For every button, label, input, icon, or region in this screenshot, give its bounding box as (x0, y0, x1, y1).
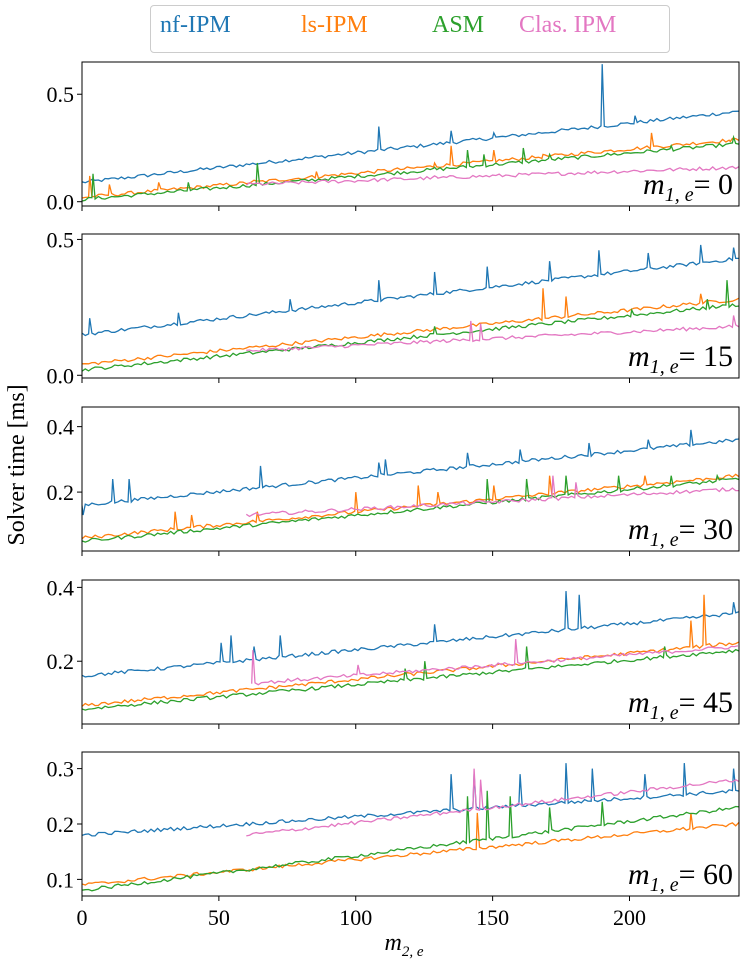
panel-annotation: m1, e= 45 (628, 686, 733, 724)
series-line-nf-ipm (82, 64, 739, 184)
panel-3: 0.2 0.4 m1, e= 45 (47, 575, 740, 729)
series-line-clas-ipm (251, 639, 739, 686)
series-line-asm (82, 646, 739, 711)
annotation-var: m (643, 168, 665, 201)
annotation-value: = 30 (679, 513, 733, 546)
series-line-asm (82, 280, 739, 372)
legend-entry-ls-ipm: ls-IPM (301, 12, 368, 38)
y-tick-label: 0.0 (47, 190, 75, 215)
panel-frame (81, 579, 740, 725)
y-tick-label: 0.5 (47, 82, 75, 107)
annotation-value: = 15 (679, 340, 733, 373)
panel-annotation: m1, e= 30 (628, 513, 733, 551)
series-line-clas-ipm (246, 768, 739, 837)
annotation-sub: 1, e (650, 356, 679, 378)
series-line-nf-ipm (82, 591, 739, 678)
y-tick-label: 0.2 (47, 649, 75, 674)
y-tick-label: 0.2 (47, 812, 75, 837)
series-group (82, 763, 739, 892)
series-group (82, 64, 739, 202)
series-line-nf-ipm (82, 425, 739, 516)
legend-entry-asm: ASM (432, 12, 485, 38)
series-line-asm (82, 134, 739, 202)
series-line-clas-ipm (245, 475, 739, 518)
annotation-var: m (628, 513, 650, 546)
series-line-asm (82, 473, 739, 543)
annotation-var: m (628, 340, 650, 373)
panel-frame (81, 61, 740, 207)
y-tick-label: 0.4 (47, 415, 75, 440)
y-tick-label: 0.3 (47, 757, 75, 782)
series-line-nf-ipm (82, 763, 739, 837)
x-tick-label: 50 (208, 905, 230, 930)
annotation-value: = 45 (679, 686, 733, 719)
x-tick-label: 150 (476, 905, 509, 930)
annotation-sub: 1, e (650, 874, 679, 896)
y-tick-label: 0.0 (47, 363, 75, 388)
panel-annotation: m1, e= 60 (628, 858, 733, 896)
legend-entry-clas-ipm: Clas. IPM (519, 12, 617, 38)
series-line-nf-ipm (82, 244, 739, 337)
panels: 0.00.5m1, e= 00.00.5m1, e= 150.20.4m1, e… (47, 61, 740, 930)
panel-frame (81, 233, 740, 379)
series-group (82, 425, 739, 543)
x-axis-label-main: m (384, 930, 401, 956)
series-group (82, 244, 739, 372)
legend-entry-nf-ipm: nf-IPM (160, 12, 231, 38)
y-tick-label: 0.4 (47, 575, 75, 600)
series-group (82, 591, 739, 711)
series-line-asm (82, 790, 739, 892)
panel-0: 0.0 0.5 m1, e= 0 (47, 61, 740, 215)
y-axis-label: Solver time [ms] (4, 384, 30, 545)
panel-annotation: m1, e= 0 (643, 168, 733, 206)
y-tick-label: 0.5 (47, 227, 75, 252)
legend: nf-IPM ls-IPM ASM Clas. IPM (150, 5, 670, 53)
y-tick-label: 0.2 (47, 480, 75, 505)
series-line-ls-ipm (82, 594, 739, 707)
y-tick-label: 0.1 (47, 867, 75, 892)
annotation-sub: 1, e (650, 529, 679, 551)
series-line-ls-ipm (82, 132, 739, 199)
annotation-sub: 1, e (665, 184, 694, 206)
series-line-clas-ipm (246, 315, 739, 353)
annotation-value: = 0 (694, 168, 733, 201)
panel-frame (81, 406, 740, 552)
series-line-ls-ipm (82, 473, 739, 540)
x-axis-label-sub: 2, e (402, 944, 424, 960)
x-tick-label: 100 (339, 905, 372, 930)
series-line-clas-ipm (245, 165, 739, 186)
panel-1: 0.0 0.5 m1, e= 15 (47, 227, 740, 388)
annotation-var: m (628, 686, 650, 719)
x-tick-label: 0 (77, 905, 88, 930)
annotation-value: = 60 (679, 858, 733, 891)
annotation-var: m (628, 858, 650, 891)
series-line-ls-ipm (82, 812, 739, 886)
annotation-sub: 1, e (650, 702, 679, 724)
panel-2: 0.2 0.4 m1, e= 30 (47, 406, 740, 556)
panel-annotation: m1, e= 15 (628, 340, 733, 378)
x-axis-label: m2, e (384, 930, 423, 960)
x-tick-label: 200 (613, 905, 646, 930)
panel-4: 0.1 0.2 0.3 0 50 100 150 200 m1, e= 60 (47, 751, 740, 930)
